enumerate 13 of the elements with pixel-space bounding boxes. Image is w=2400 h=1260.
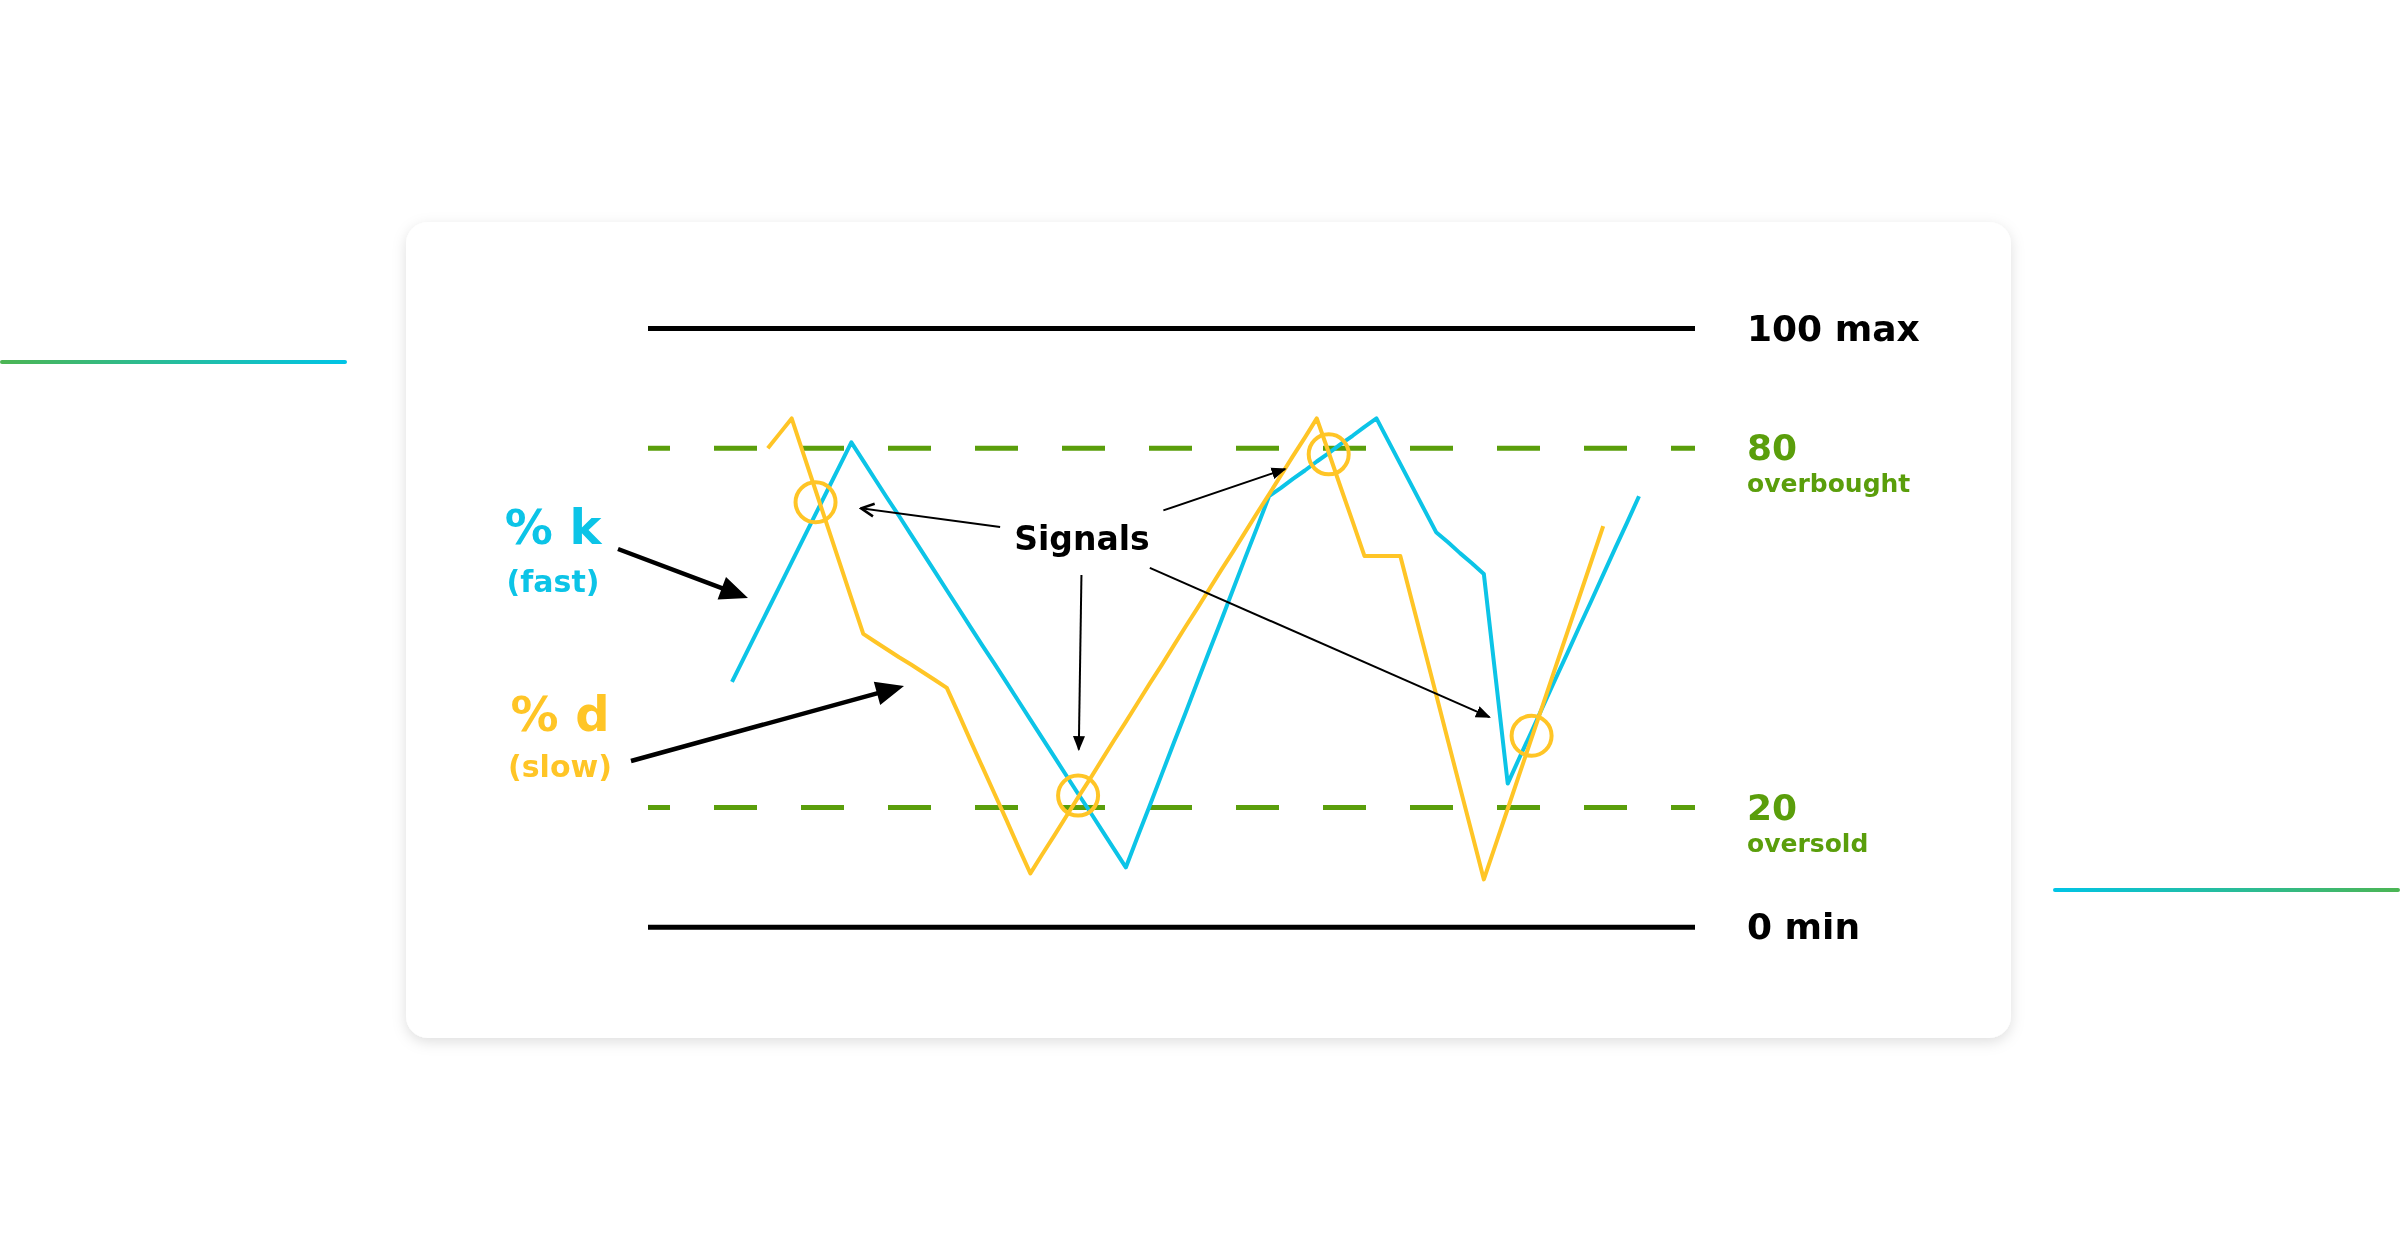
point [1509,713,1554,758]
text: % d (slow) [508,686,612,784]
point [1056,773,1101,818]
point [1306,432,1351,477]
y-tick-label: 20 [1747,786,1798,828]
y-tick-label: 0 min [1747,906,1861,948]
annotation: Signals [1014,519,1150,558]
point [793,480,838,525]
ref-line-label: oversold [1747,828,1869,858]
y-tick-label: 80 [1747,427,1798,469]
ref-line-label: overbought [1747,469,1911,499]
text: % k (fast) [504,499,603,599]
y-tick-label: 100 max [1747,307,1920,349]
